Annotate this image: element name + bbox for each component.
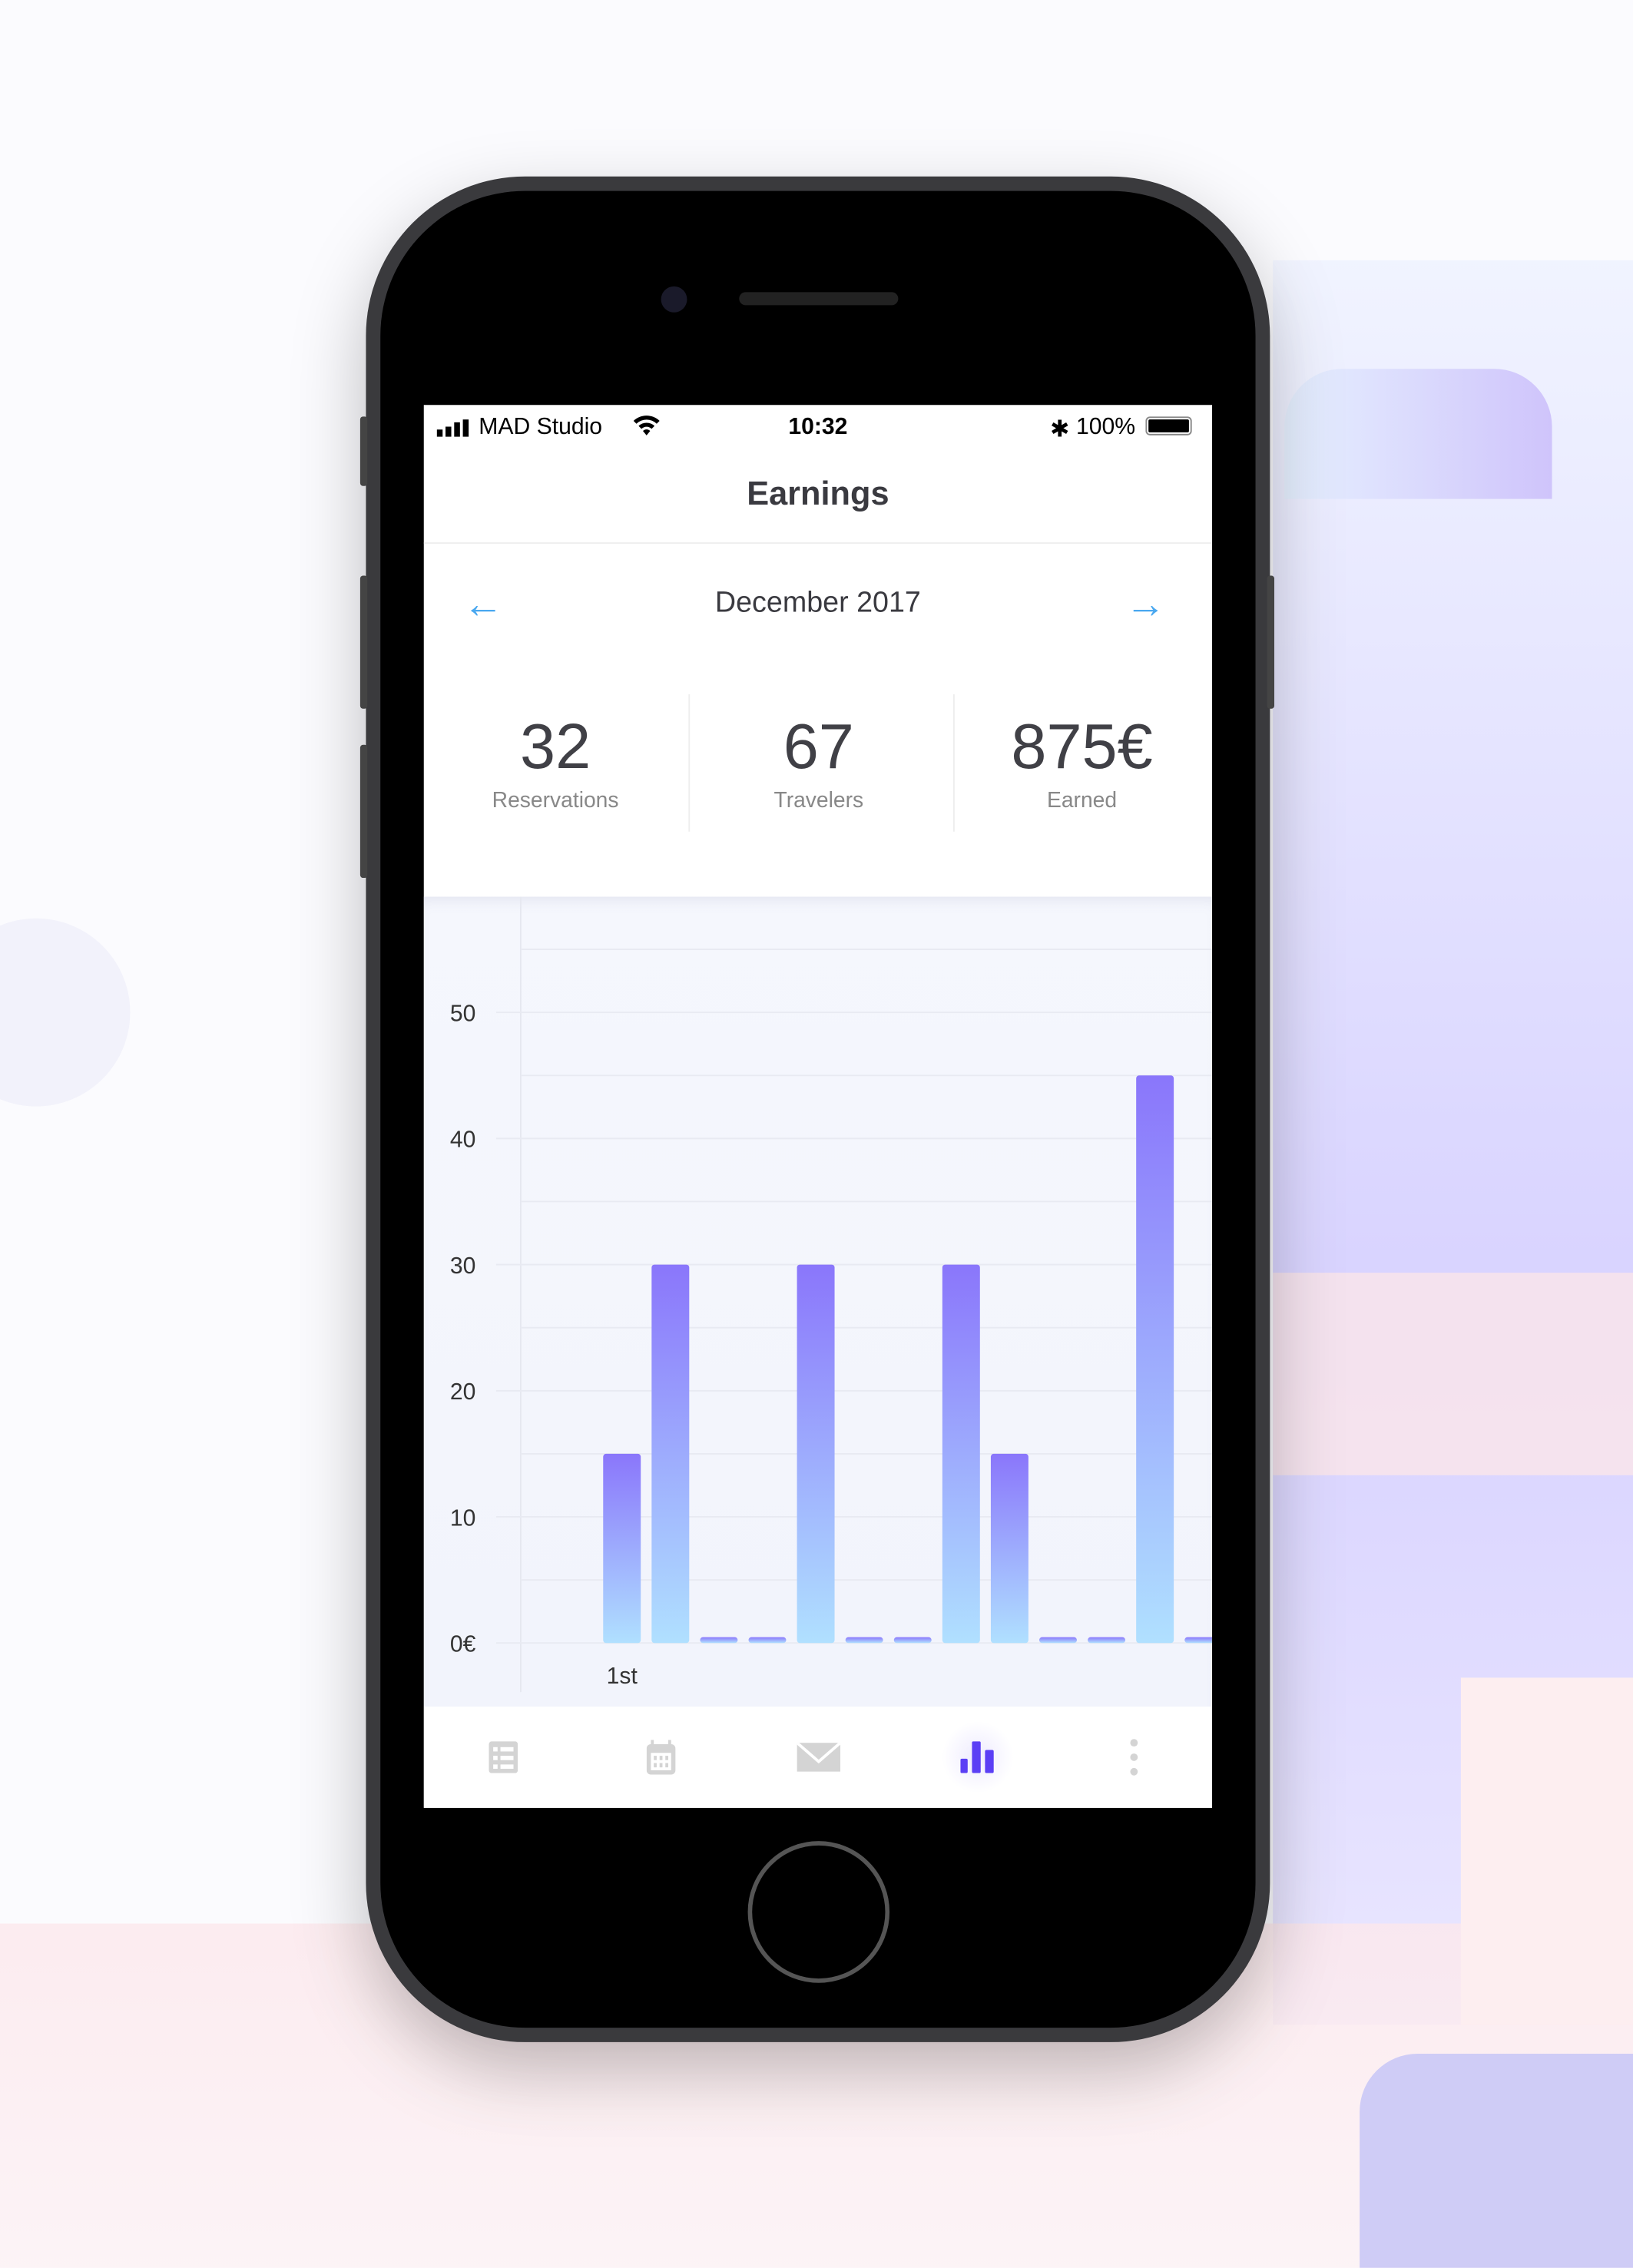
- y-tick-label: 50: [450, 1001, 475, 1026]
- page-title: Earnings: [747, 474, 889, 512]
- bar-chart: 0€ 10 20 30 40 50 1st: [450, 896, 1213, 1693]
- background-decoration: [0, 918, 131, 1107]
- header-divider: [423, 542, 1213, 545]
- bar: [603, 1453, 641, 1644]
- stat-divider: [688, 694, 691, 832]
- y-tick-label: 10: [450, 1505, 475, 1531]
- bar-chart-icon: [960, 1741, 994, 1773]
- y-tick-label: 30: [450, 1253, 475, 1279]
- bar: [1088, 1637, 1126, 1644]
- bar: [700, 1637, 738, 1644]
- bar: [651, 1264, 690, 1644]
- wifi-icon: [632, 414, 661, 445]
- bar: [990, 1453, 1028, 1644]
- earnings-chart: 0€ 10 20 30 40 50 1st: [423, 896, 1213, 1707]
- next-month-button[interactable]: →: [1125, 584, 1166, 625]
- bar: [1136, 1075, 1174, 1644]
- bar: [942, 1264, 980, 1644]
- travelers-value: 67: [783, 711, 854, 783]
- signal-icon: [436, 418, 472, 444]
- background-decoration: [1284, 369, 1552, 499]
- carrier-name: MAD Studio: [479, 415, 603, 440]
- background-decoration: [1360, 2054, 1633, 2268]
- tab-list[interactable]: [482, 1736, 525, 1779]
- y-tick-label: 20: [450, 1379, 475, 1405]
- bluetooth-icon: ✱: [1050, 418, 1070, 443]
- prev-month-button[interactable]: ←: [463, 584, 504, 625]
- reservations-value: 32: [520, 711, 591, 783]
- bar: [797, 1264, 835, 1644]
- x-tick-label: 1st: [607, 1664, 638, 1689]
- bar: [1184, 1637, 1213, 1644]
- bar: [748, 1637, 787, 1644]
- stat-divider: [952, 694, 955, 832]
- battery-percent: 100%: [1076, 415, 1136, 440]
- background-decoration: [1460, 1677, 1633, 2025]
- more-icon: [1130, 1739, 1138, 1776]
- y-tick-label: 40: [450, 1127, 475, 1153]
- bar: [893, 1637, 932, 1644]
- earned-value: 875€: [1011, 711, 1153, 783]
- home-button[interactable]: [747, 1841, 890, 1983]
- list-icon: [489, 1741, 518, 1773]
- travelers-label: Travelers: [773, 788, 864, 813]
- bar: [845, 1637, 883, 1644]
- month-label: December 2017: [714, 587, 921, 619]
- tab-bar: [423, 1707, 1213, 1808]
- tab-calendar[interactable]: [639, 1736, 682, 1779]
- front-camera: [661, 286, 687, 313]
- arrow-right-icon: →: [1125, 581, 1166, 627]
- earned-label: Earned: [1047, 788, 1118, 813]
- speaker: [739, 292, 899, 306]
- mail-icon: [797, 1743, 841, 1772]
- calendar-icon: [646, 1740, 676, 1775]
- battery-icon: [1145, 416, 1192, 435]
- app-screen: MAD Studio 10:32 ✱ 100% Earnings ← Decem…: [423, 405, 1213, 1808]
- y-tick-label: 0€: [450, 1632, 476, 1657]
- tab-statistics[interactable]: [941, 1720, 1015, 1794]
- tab-messages[interactable]: [797, 1736, 841, 1779]
- tab-more[interactable]: [1112, 1736, 1155, 1779]
- reservations-label: Reservations: [492, 788, 619, 813]
- bar: [1039, 1637, 1077, 1644]
- clock: 10:32: [788, 415, 848, 440]
- background-decoration: [1273, 1273, 1633, 1475]
- arrow-left-icon: ←: [462, 581, 504, 627]
